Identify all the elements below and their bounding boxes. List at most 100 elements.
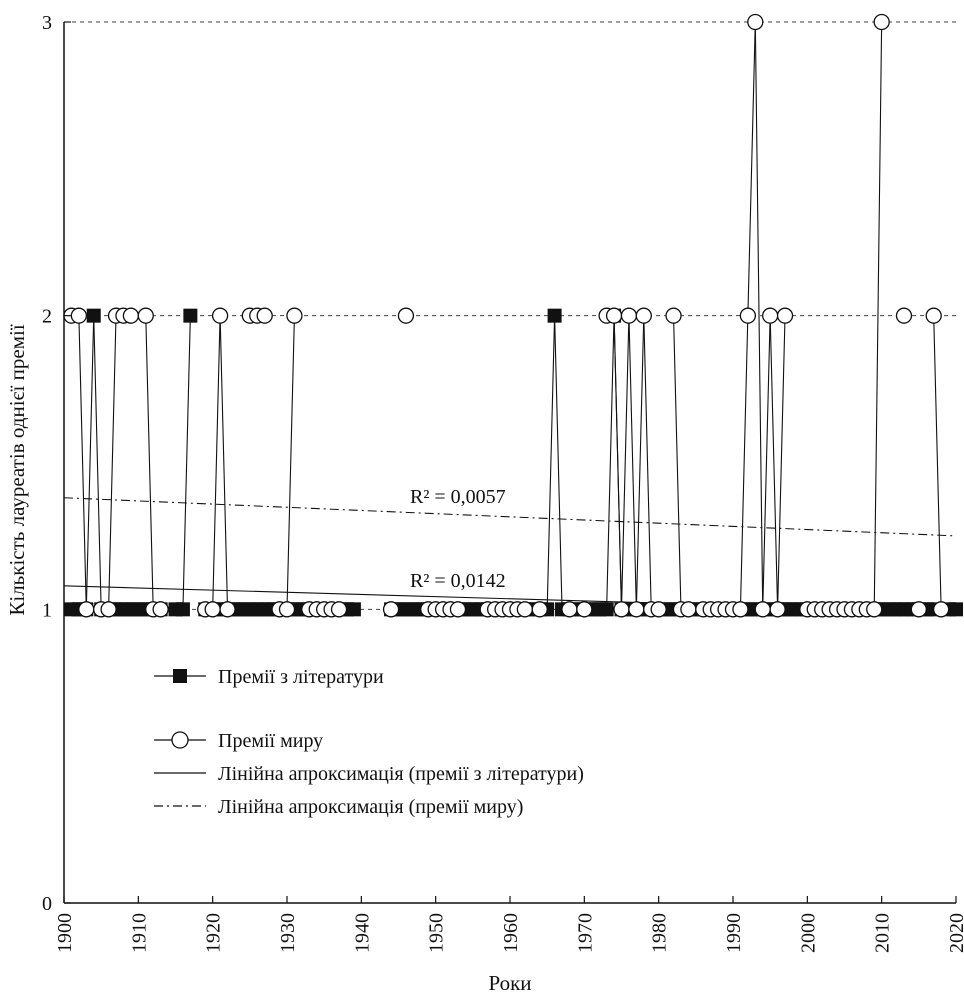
peace-point-1909 [122, 307, 140, 324]
peace-point-1946 [397, 307, 415, 324]
peace-point-1953 [449, 601, 467, 618]
peace-line-segment-1 [78, 315, 87, 610]
peace-line-segment-33 [643, 315, 652, 610]
axis-ticks: 1900 1910 1920 1930 1940 1950 1960 1970 1980 1990… [42, 12, 964, 953]
peace-point-1994 [754, 601, 771, 618]
peace-line-segment-6 [145, 315, 154, 610]
peace-point-2010 [873, 13, 890, 31]
x-tick-label-0: 1900 [54, 913, 76, 953]
y-tick-label-3: 3 [42, 12, 52, 34]
peace-point-1903 [78, 601, 95, 618]
peace-point-1931 [286, 307, 303, 324]
x-tick-label-3: 1930 [277, 913, 299, 953]
peace-point-1930 [278, 601, 296, 618]
peace-series-markers [63, 13, 950, 618]
peace-line-segment-35 [672, 315, 682, 610]
legend-entry-literature: Премії з літератури [154, 666, 384, 688]
peace-point-2017 [925, 307, 942, 324]
peace-point-1984 [680, 601, 697, 618]
lit-line-segment-2 [85, 315, 95, 610]
literature-series-line [71, 315, 956, 617]
literature-point-1916 [175, 602, 190, 617]
peace-point-1944 [382, 601, 400, 618]
lit-line-segment-61 [606, 315, 615, 610]
y-tick-label-0: 0 [42, 893, 52, 915]
legend-entry-literature-trend: Лінійна апроксимація (премії з літератур… [154, 763, 584, 785]
peace-line-segment-3 [108, 315, 117, 610]
r2-label-peace: R² = 0,0057 [410, 486, 506, 508]
legend: Премії з літератури Премії миру Лінійна … [154, 666, 584, 818]
peace-line-segment-57 [873, 21, 883, 610]
x-axis-title: Роки [488, 971, 531, 995]
trendlines [63, 497, 957, 610]
peace-line-segment-44 [754, 21, 764, 610]
lit-line-segment-3 [93, 315, 102, 610]
legend-peace-trend-label: Лінійна апроксимація (премії миру) [218, 796, 523, 818]
trendline-1 [63, 497, 957, 537]
literature-point-1904 [86, 308, 101, 323]
x-tick-label-6: 1960 [500, 913, 522, 953]
peace-line-segment-9 [212, 315, 221, 610]
peace-point-1991 [732, 601, 749, 618]
peace-point-1975 [613, 601, 630, 618]
peace-line-segment-45 [762, 315, 771, 610]
peace-point-1978 [635, 307, 652, 324]
peace-point-1911 [137, 307, 154, 324]
literature-point-1939 [346, 602, 361, 617]
literature-series-markers [64, 308, 963, 617]
peace-point-2009 [866, 601, 883, 618]
x-tick-label-7: 1970 [574, 913, 596, 953]
peace-line-segment-14 [286, 315, 295, 610]
peace-line-segment-43 [747, 21, 756, 316]
peace-point-2013 [895, 307, 913, 324]
peace-point-1962 [516, 601, 534, 618]
peace-line-segment-29 [613, 315, 623, 610]
peace-point-1977 [628, 601, 645, 618]
peace-point-1927 [256, 307, 273, 324]
literature-point-2020 [949, 602, 963, 617]
x-tick-label-10: 2000 [797, 913, 819, 953]
peace-line-segment-58 [933, 315, 942, 610]
literature-point-1973 [599, 602, 614, 617]
legend-peace-label: Премії миру [218, 730, 323, 752]
peace-line-segment-47 [777, 315, 786, 610]
peace-point-1922 [219, 601, 236, 618]
peace-point-1982 [665, 307, 682, 324]
peace-point-1992 [739, 307, 757, 324]
x-tick-label-12: 2020 [946, 913, 964, 953]
peace-point-1997 [776, 307, 794, 324]
y-tick-label-1: 1 [42, 599, 52, 621]
legend-entry-peace: Премії миру [154, 730, 323, 752]
peace-point-1906 [100, 601, 117, 618]
x-tick-label-8: 1980 [649, 913, 671, 953]
x-tick-label-11: 2010 [872, 913, 894, 953]
peace-point-1968 [561, 601, 578, 618]
peace-point-1976 [620, 307, 638, 324]
x-tick-label-9: 1990 [723, 913, 745, 953]
peace-point-2015 [910, 601, 927, 618]
legend-literature-square-marker [173, 669, 187, 683]
x-tick-label-1: 1910 [128, 913, 150, 953]
lit-line-segment-53 [546, 315, 556, 610]
peace-line-segment-46 [769, 315, 779, 610]
r2-label-literature: R² = 0,0142 [410, 570, 506, 592]
peace-point-2018 [932, 601, 950, 618]
peace-line-segment-32 [635, 315, 645, 610]
peace-point-1995 [762, 307, 779, 324]
peace-point-1993 [747, 13, 764, 31]
peace-line-segment-42 [739, 315, 749, 610]
peace-point-1974 [605, 307, 623, 324]
peace-line-segment-10 [219, 315, 229, 610]
legend-peace-circle-marker [171, 731, 189, 749]
legend-literature-label: Премії з літератури [218, 666, 384, 688]
peace-point-1902 [70, 307, 88, 324]
y-tick-label-2: 2 [42, 306, 52, 328]
x-tick-label-2: 1920 [203, 913, 225, 953]
legend-entry-peace-trend: Лінійна апроксимація (премії миру) [154, 796, 523, 818]
peace-point-1980 [650, 601, 667, 618]
lit-line-segment-54 [554, 315, 563, 610]
x-tick-label-4: 1940 [351, 913, 373, 953]
legend-literature-trend-label: Лінійна апроксимація (премії з літератур… [218, 763, 584, 785]
peace-point-1921 [211, 307, 229, 324]
